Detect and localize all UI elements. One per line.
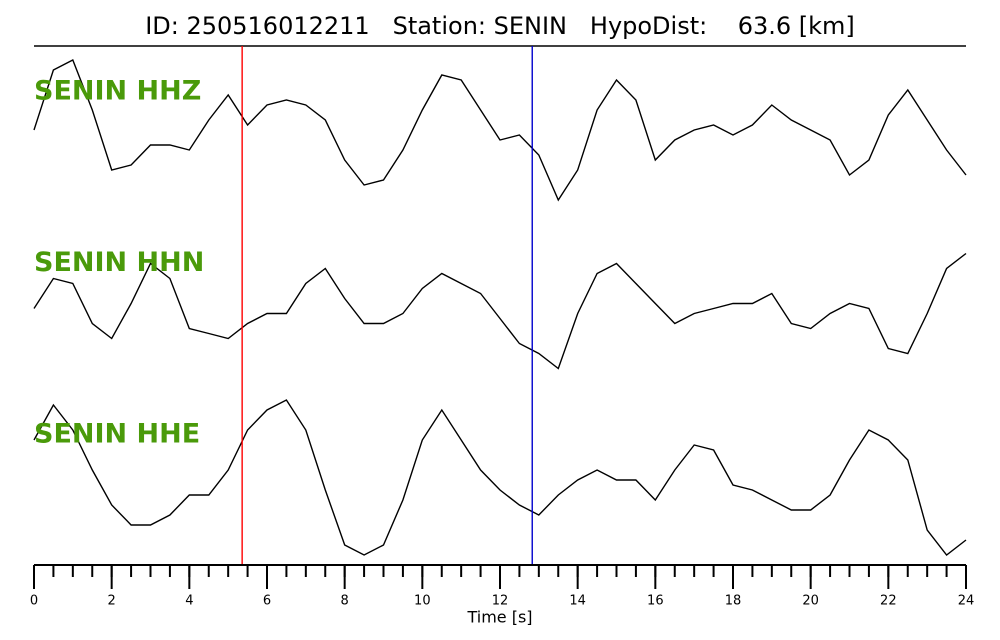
x-tick-label: 6: [263, 594, 271, 609]
x-tick-label: 22: [880, 594, 897, 609]
x-axis-label: Time [s]: [466, 608, 532, 627]
trace-label: SENIN HHZ: [34, 76, 201, 107]
trace-label: SENIN HHE: [34, 419, 200, 450]
x-tick-label: 2: [108, 594, 116, 609]
trace-label: SENIN HHN: [34, 247, 204, 278]
x-tick-label: 20: [802, 594, 819, 609]
chart-title: ID: 250516012211 Station: SENIN HypoDist…: [145, 12, 855, 40]
x-tick-label: 16: [647, 594, 664, 609]
x-tick-label: 4: [185, 594, 193, 609]
trace: [33, 59, 967, 202]
trace: [33, 399, 967, 556]
x-tick-label: 8: [341, 594, 349, 609]
x-tick-label: 14: [569, 594, 586, 609]
x-tick-label: 0: [30, 594, 38, 609]
x-tick-label: 24: [958, 594, 975, 609]
trace: [33, 252, 967, 370]
x-tick-label: 18: [725, 594, 742, 609]
x-tick-label: 12: [492, 594, 509, 609]
x-tick-label: 10: [414, 594, 431, 609]
